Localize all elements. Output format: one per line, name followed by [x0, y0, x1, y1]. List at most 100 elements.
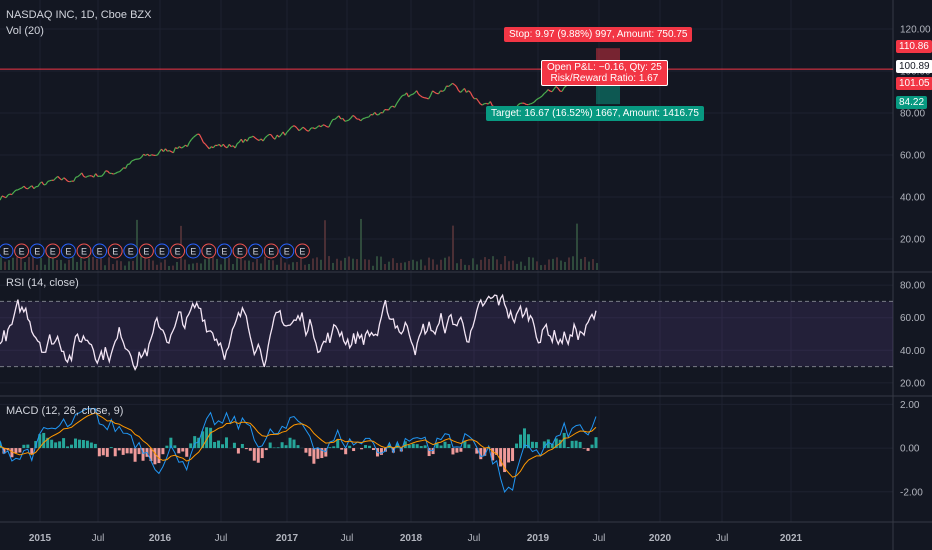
macd-histogram-bar-139: [550, 443, 554, 449]
earnings-marker-label-12: E: [190, 247, 196, 257]
macd-histogram-bar-82: [324, 448, 328, 457]
price-candle-108: [212, 145, 216, 149]
macd-histogram-bar-41: [161, 448, 165, 455]
macd-histogram-bar-46: [181, 448, 185, 452]
price-candle-218: [432, 90, 435, 93]
volume-bar-135: [540, 265, 542, 270]
x-tick-9: Jul: [593, 533, 606, 544]
macd-histogram-bar-26: [101, 448, 105, 456]
macd-histogram-bar-120: [475, 448, 479, 454]
price-candle-164: [324, 124, 328, 128]
macd-histogram-bar-126: [499, 448, 503, 467]
macd-histogram-bar-104: [411, 443, 415, 449]
macd-histogram-bar-75: [296, 445, 300, 449]
volume-bar-58: [232, 264, 234, 270]
price-candle-30: [57, 175, 61, 179]
volume-bar-13: [52, 258, 54, 270]
rsi-line: [0, 293, 597, 372]
price-candle-210: [416, 90, 420, 95]
macd-histogram-bar-36: [141, 448, 145, 461]
price-candle-102: [200, 137, 204, 143]
pnl-box[interactable]: Open P&L: −0.16, Qty: 25 Risk/Reward Rat…: [541, 60, 668, 86]
macd-histogram-bar-103: [407, 444, 411, 449]
volume-bar-69: [276, 264, 278, 270]
macd-histogram-bar-43: [169, 437, 173, 449]
earnings-marker-15: [232, 243, 248, 259]
price-candle-53: [103, 170, 107, 175]
price-candle-48: [93, 173, 97, 178]
macd-histogram-bar-15: [58, 441, 62, 449]
volume-bar-96: [384, 264, 386, 270]
macd-histogram-bar-73: [288, 437, 292, 449]
volume-bar-91: [364, 259, 366, 270]
symbol-legend[interactable]: NASDAQ INC, 1D, Cboe BZX: [6, 9, 152, 21]
price-candle-24: [45, 181, 49, 185]
volume-bar-30: [120, 261, 122, 270]
price-candle-98: [192, 135, 196, 138]
volume-bar-41: [164, 259, 166, 270]
volume-bar-38: [152, 260, 154, 270]
volume-bar-25: [100, 256, 102, 270]
macd-histogram-bar-42: [165, 445, 169, 449]
rsi-legend[interactable]: RSI (14, close): [6, 277, 79, 289]
earnings-marker-label-2: E: [34, 247, 40, 257]
x-tick-7: Jul: [468, 533, 481, 544]
stop-box[interactable]: Stop: 9.97 (9.88%) 997, Amount: 750.75: [504, 27, 693, 42]
target-box[interactable]: Target: 16.67 (16.52%) 1667, Amount: 141…: [486, 106, 704, 121]
macd-histogram-bar-96: [379, 448, 383, 455]
price-candle-115: [226, 144, 230, 149]
volume-bar-55: [220, 264, 222, 270]
price-candle-223: [442, 89, 445, 92]
macd-tick-2: -2.00: [900, 487, 923, 498]
volume-bar-17: [68, 259, 70, 270]
volume-bar-76: [304, 264, 306, 270]
macd-histogram-bar-125: [495, 448, 499, 455]
macd-histogram-bar-64: [252, 448, 256, 461]
price-candle-200: [396, 100, 400, 104]
volume-bar-28: [112, 264, 114, 270]
volume-bar-116: [464, 264, 466, 270]
volume-bar-82: [328, 256, 330, 270]
volume-bar-65: [260, 263, 262, 270]
volume-bar-27: [108, 257, 110, 270]
x-tick-3: Jul: [215, 533, 228, 544]
volume-bar-109: [436, 264, 438, 270]
earnings-marker-0: [0, 243, 14, 259]
macd-histogram-bar-88: [348, 445, 352, 449]
price-candle-32: [61, 177, 65, 181]
volume-legend[interactable]: Vol (20): [6, 25, 44, 37]
price-candle-152: [300, 126, 304, 130]
volume-bar-16: [64, 263, 66, 270]
price-candle-85: [167, 150, 170, 152]
volume-bar-18: [72, 256, 74, 270]
macd-histogram-bar-11: [42, 432, 46, 449]
price-candle-215: [426, 97, 429, 100]
macd-histogram-bar-93: [368, 445, 372, 449]
price-candle-206: [408, 94, 412, 98]
price-candle-49: [95, 173, 99, 177]
macd-histogram-bar-97: [383, 448, 387, 452]
macd-histogram-bar-89: [352, 448, 356, 452]
volume-bar-124: [496, 259, 498, 270]
macd-legend[interactable]: MACD (12, 26, close, 9): [6, 405, 124, 417]
macd-histogram-bar-142: [562, 432, 566, 449]
macd-histogram-bar-135: [534, 442, 538, 449]
macd-histogram-bar-21: [81, 440, 85, 449]
price-candle-179: [354, 116, 358, 120]
volume-bar-43: [172, 265, 174, 270]
price-candle-39: [75, 176, 78, 178]
price-candle-169: [334, 117, 338, 120]
price-candle-128: [252, 135, 256, 139]
macd-histogram-bar-16: [62, 438, 66, 449]
x-tick-8: 2019: [527, 533, 550, 544]
macd-histogram-bar-99: [391, 448, 395, 453]
price-candle-144: [284, 131, 288, 136]
price-candle-177: [350, 115, 354, 119]
price-candle-201: [398, 97, 402, 101]
macd-histogram-bar-12: [46, 437, 50, 449]
earnings-marker-label-17: E: [268, 247, 274, 257]
volume-bar-39: [156, 264, 158, 270]
price-candle-275: [545, 89, 549, 93]
x-tick-2: 2016: [149, 533, 172, 544]
